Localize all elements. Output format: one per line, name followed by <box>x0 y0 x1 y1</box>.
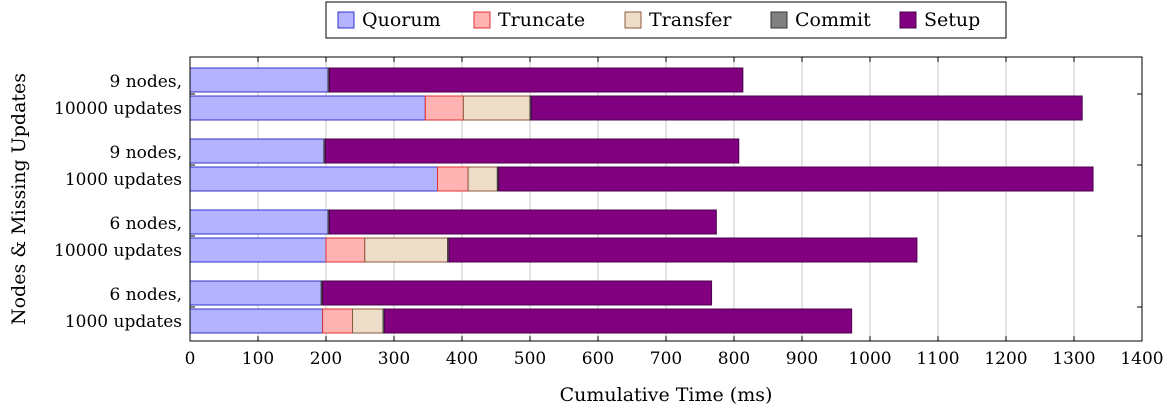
legend-swatch-transfer <box>624 11 642 29</box>
y-tick-label-line2: 1000 updates <box>65 170 182 190</box>
bar-segment-transfer <box>467 166 498 192</box>
bar-segment-transfer <box>352 308 384 334</box>
bar-segment-setup <box>530 95 1083 121</box>
x-tick-label: 900 <box>786 349 818 369</box>
legend-label: Quorum <box>362 9 441 31</box>
y-tick-label-line1: 6 nodes, <box>110 285 182 305</box>
bar-segment-quorum <box>189 95 426 121</box>
y-axis-title: Nodes & Missing Updates <box>8 73 30 325</box>
bar-segment-setup <box>498 166 1094 192</box>
y-tick-label-line2: 10000 updates <box>54 241 182 261</box>
bar-segment-quorum <box>189 237 327 263</box>
legend-swatch-quorum <box>337 11 355 29</box>
x-tick-label: 500 <box>514 349 546 369</box>
x-tick-label: 800 <box>718 349 750 369</box>
legend-label: Transfer <box>649 9 732 31</box>
legend-label: Truncate <box>498 9 585 31</box>
x-axis-ticks: 0 100 200 300 400 500 600 700 800 900 1000 1100 1200… <box>185 57 1164 369</box>
legend-frame <box>325 1 1007 39</box>
y-tick-label-line1: 9 nodes, <box>110 143 182 163</box>
bar-segment-quorum <box>189 280 322 306</box>
bar-segment-quorum <box>189 166 439 192</box>
bar-segment-quorum <box>189 308 324 334</box>
bar-segment-setup <box>328 67 744 93</box>
y-tick-label-line1: 6 nodes, <box>110 214 182 234</box>
bar-segment-setup <box>324 138 740 164</box>
legend-label: Commit <box>795 9 871 31</box>
bar-segment-setup <box>322 280 713 306</box>
legend-swatch-truncate <box>473 11 491 29</box>
bar-segment-truncate <box>322 308 354 334</box>
bar-segment-quorum <box>189 67 329 93</box>
bar-segment-transfer <box>462 95 531 121</box>
legend-swatch-setup <box>899 11 917 29</box>
legend-label: Setup <box>924 9 980 31</box>
y-tick-label-line1: 9 nodes, <box>110 72 182 92</box>
x-tick-label: 1300 <box>1052 349 1095 369</box>
x-axis-title: Cumulative Time (ms) <box>560 384 773 406</box>
x-tick-label: 1000 <box>848 349 891 369</box>
x-tick-label: 400 <box>446 349 478 369</box>
x-tick-label: 700 <box>650 349 682 369</box>
x-tick-label: 100 <box>242 349 274 369</box>
bar-segment-setup <box>448 237 918 263</box>
bar-segment-setup <box>328 209 717 235</box>
x-tick-label: 0 <box>185 349 196 369</box>
x-tick-label: 200 <box>310 349 342 369</box>
legend-swatch-commit <box>770 11 788 29</box>
legend: Quorum Truncate Transfer Commit Setup <box>325 1 1007 39</box>
x-tick-label: 1100 <box>916 349 959 369</box>
bar-segment-setup <box>383 308 853 334</box>
y-tick-labels: 9 nodes, 10000 updates 9 nodes, 1000 update… <box>54 72 1142 332</box>
bar-segment-truncate <box>424 95 464 121</box>
bar-segment-quorum <box>189 209 329 235</box>
x-tick-label: 1400 <box>1120 349 1163 369</box>
bar-segment-truncate <box>325 237 366 263</box>
x-tick-label: 1200 <box>984 349 1027 369</box>
bar-segment-transfer <box>364 237 449 263</box>
x-tick-label: 300 <box>378 349 410 369</box>
y-tick-label-line2: 1000 updates <box>65 312 182 332</box>
bar-segment-truncate <box>437 166 469 192</box>
y-tick-label-line2: 10000 updates <box>54 99 182 119</box>
bars <box>189 67 1094 334</box>
x-tick-label: 600 <box>582 349 614 369</box>
bar-segment-quorum <box>189 138 325 164</box>
